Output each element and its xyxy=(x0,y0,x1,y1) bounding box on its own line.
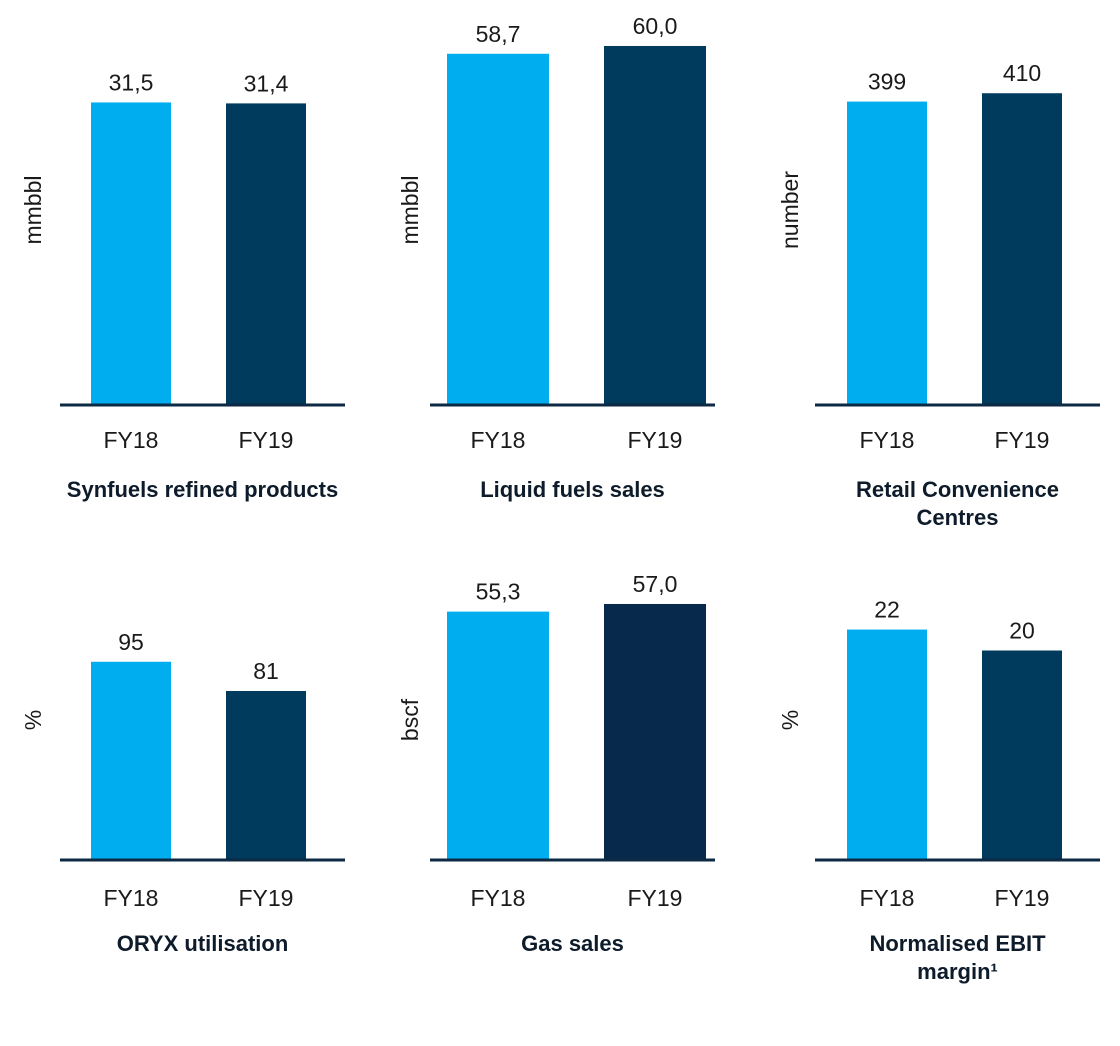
bar xyxy=(604,603,706,860)
chart-title: Normalised EBIT margin¹ xyxy=(869,931,1046,984)
data-label: 399 xyxy=(868,69,906,95)
y-axis-label: bscf xyxy=(397,698,423,741)
bar xyxy=(604,45,706,405)
bar xyxy=(982,650,1062,860)
data-label: 95 xyxy=(118,629,144,655)
data-label: 22 xyxy=(874,597,900,623)
chart-title: ORYX utilisation xyxy=(116,931,289,956)
bar xyxy=(447,53,549,405)
bar xyxy=(91,102,171,406)
bar xyxy=(982,93,1062,406)
chart-title: Retail Convenience Centres xyxy=(856,477,1059,530)
x-tick-label: FY19 xyxy=(628,427,683,453)
x-tick-label: FY19 xyxy=(995,885,1050,911)
x-tick-label: FY19 xyxy=(995,427,1050,453)
x-tick-label: FY18 xyxy=(104,885,159,911)
data-label: 31,4 xyxy=(244,70,289,96)
x-tick-label: FY19 xyxy=(628,885,683,911)
y-axis-label: % xyxy=(777,710,803,730)
chart-title: Synfuels refined products xyxy=(66,477,339,502)
y-axis-label: number xyxy=(777,171,803,249)
bar xyxy=(226,103,306,405)
x-tick-label: FY19 xyxy=(239,885,294,911)
y-axis-label: mmbbl xyxy=(20,175,46,244)
y-axis-label: % xyxy=(20,710,46,730)
bar xyxy=(847,629,927,860)
x-tick-label: FY19 xyxy=(239,427,294,453)
data-label: 58,7 xyxy=(476,21,521,47)
bar xyxy=(226,690,306,860)
data-label: 31,5 xyxy=(109,69,154,95)
data-label: 20 xyxy=(1009,618,1035,644)
data-label: 410 xyxy=(1003,60,1041,86)
x-tick-label: FY18 xyxy=(104,427,159,453)
x-tick-label: FY18 xyxy=(471,427,526,453)
data-label: 57,0 xyxy=(633,571,678,597)
chart-title: Gas sales xyxy=(521,931,624,956)
bar xyxy=(847,101,927,405)
data-label: 60,0 xyxy=(633,13,678,39)
chart-title: Liquid fuels sales xyxy=(480,477,665,502)
data-label: 81 xyxy=(253,658,279,684)
bar xyxy=(447,611,549,860)
x-tick-label: FY18 xyxy=(471,885,526,911)
x-tick-label: FY18 xyxy=(860,427,915,453)
bar xyxy=(91,661,171,860)
data-label: 55,3 xyxy=(476,579,521,605)
y-axis-label: mmbbl xyxy=(397,175,423,244)
x-tick-label: FY18 xyxy=(860,885,915,911)
